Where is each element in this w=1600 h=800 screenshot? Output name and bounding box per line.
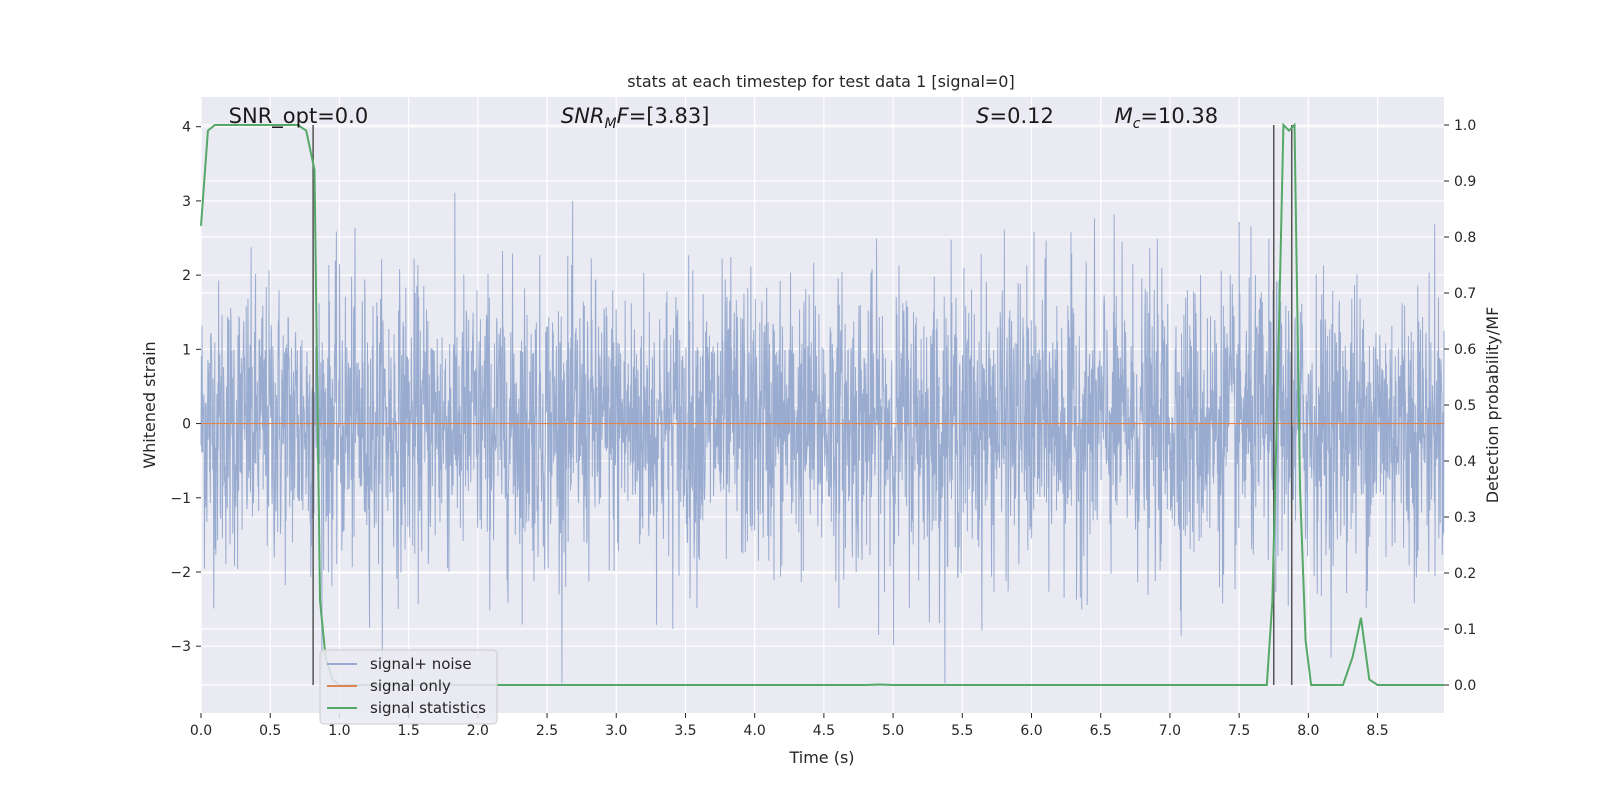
y2-tick-label: 0.7: [1454, 286, 1476, 302]
y-axis-label: Whitened strain: [140, 341, 159, 468]
chart-title: stats at each timestep for test data 1 […: [627, 72, 1014, 91]
y2-axis-label: Detection probability/MF: [1483, 307, 1502, 504]
x-tick-label: 1.5: [397, 723, 419, 739]
x-tick-label: 6.5: [1090, 723, 1112, 739]
x-ticks: 0.0 0.5 1.0 1.5 2.0 2.5 3.0 3.5 4.0 4.5 5.0 5.5 6.0 6…: [190, 713, 1389, 739]
x-tick-label: 7.0: [1159, 723, 1181, 739]
y2-tick-label: 0.4: [1454, 454, 1476, 470]
x-tick-label: 6.0: [1020, 723, 1042, 739]
annotations: SNR_opt=0.0 SNRMF=[3.83] S=0.12 Mc=10.38: [229, 104, 1218, 132]
annotation-mc-value: Mc=10.38: [1115, 104, 1219, 132]
x-axis-label: Time (s): [788, 748, 854, 767]
x-tick-label: 8.0: [1297, 723, 1319, 739]
series-signal-statistics: [200, 122, 1444, 686]
x-tick-label: 0.0: [190, 723, 212, 739]
y2-tick-label: 0.1: [1454, 622, 1476, 638]
y2-tick-label: 0.6: [1454, 342, 1476, 358]
y-tick-label: 2: [182, 268, 191, 284]
x-tick-label: 8.5: [1366, 723, 1388, 739]
y-tick-label: −1: [170, 491, 191, 507]
y-ticks: −3 −2 −1 0 1 2 3 4: [170, 120, 201, 655]
x-tick-label: 3.5: [674, 723, 696, 739]
x-tick-label: 7.5: [1228, 723, 1250, 739]
y2-tick-label: 0.3: [1454, 510, 1476, 526]
x-tick-label: 2.5: [536, 723, 558, 739]
x-tick-label: 4.5: [813, 723, 835, 739]
y2-tick-label: 0.5: [1454, 398, 1476, 414]
y-tick-label: 0: [182, 417, 191, 433]
stats-line: [200, 122, 1444, 686]
legend-label-stats: signal statistics: [370, 699, 486, 717]
x-tick-label: 5.5: [951, 723, 973, 739]
x-tick-label: 5.0: [882, 723, 904, 739]
legend: signal+ noise signal only signal statist…: [319, 649, 498, 725]
legend-label-noise: signal+ noise: [370, 655, 472, 673]
y2-tick-label: 0.2: [1454, 566, 1476, 582]
annotation-snr-opt: SNR_opt=0.0: [229, 104, 369, 129]
series-signal-plus-noise: [200, 192, 1445, 684]
y2-tick-label: 1.0: [1454, 118, 1476, 134]
y-tick-label: 4: [182, 120, 191, 136]
legend-box: [319, 649, 498, 725]
y2-tick-label: 0.8: [1454, 230, 1476, 246]
vertical-markers: [312, 125, 1293, 685]
legend-label-signal: signal only: [370, 677, 451, 695]
x-tick-label: 1.0: [328, 723, 350, 739]
x-tick-label: 3.0: [605, 723, 627, 739]
y2-tick-label: 0.0: [1454, 678, 1476, 694]
x-tick-label: 4.0: [744, 723, 766, 739]
noise-trace: [200, 192, 1445, 684]
y-tick-label: 1: [182, 342, 191, 358]
y-tick-label: −2: [170, 565, 191, 581]
x-tick-label: 0.5: [259, 723, 281, 739]
annotation-s-value: S=0.12: [976, 104, 1054, 128]
annotation-snr-mf: SNRMF=[3.83]: [561, 104, 710, 132]
y2-ticks: 0.0 0.1 0.2 0.3 0.4 0.5 0.6 0.7 0.8 0.9 1.0: [1444, 118, 1476, 694]
y-tick-label: 3: [182, 194, 191, 210]
y-tick-label: −3: [170, 639, 191, 655]
y2-tick-label: 0.9: [1454, 174, 1476, 190]
x-tick-label: 2.0: [467, 723, 489, 739]
